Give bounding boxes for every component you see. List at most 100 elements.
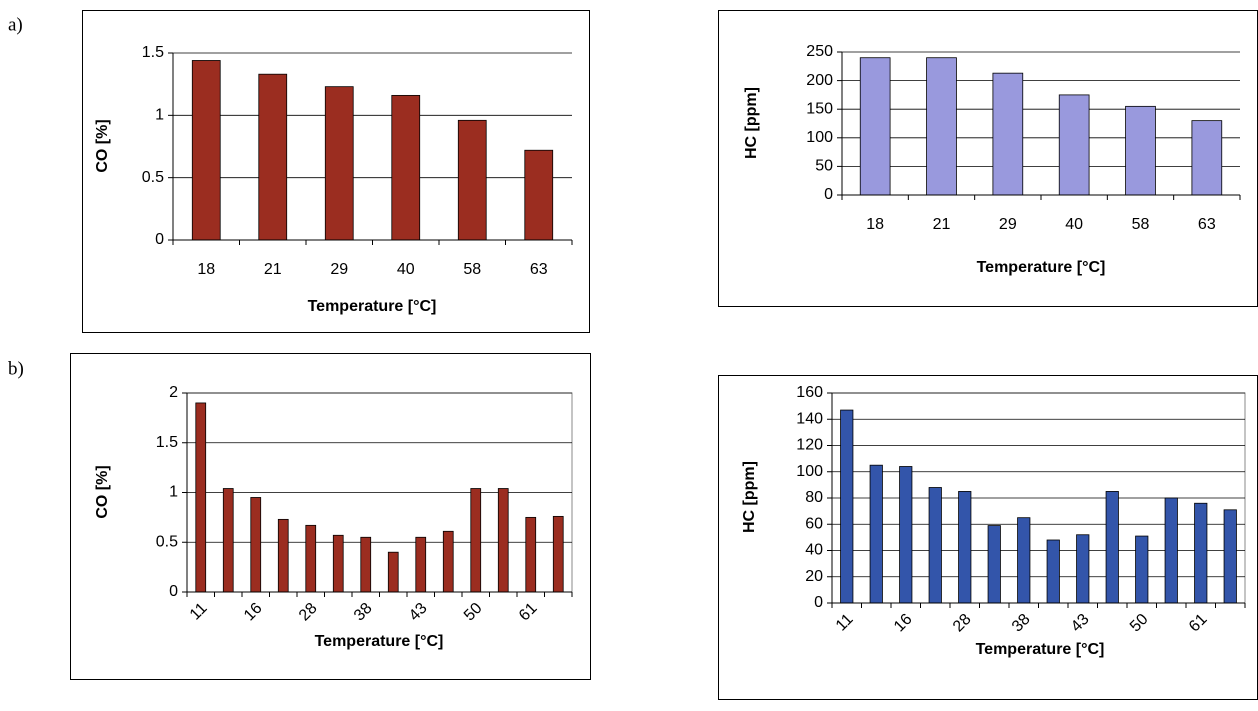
x-axis-title: Temperature [°C]: [977, 259, 1106, 276]
bar: [524, 149, 554, 241]
bar: [958, 491, 972, 604]
bar: [191, 60, 221, 241]
x-tick-label: 38: [351, 600, 376, 625]
bar: [1058, 94, 1090, 196]
y-tick-label: 140: [796, 410, 823, 427]
x-tick-label: 50: [1127, 611, 1152, 636]
bar: [992, 72, 1024, 196]
y-tick-label: 2: [169, 384, 178, 401]
y-axis-title: HC [ppm]: [741, 461, 758, 533]
chart-border: [82, 10, 590, 333]
y-tick-label: 0: [824, 186, 833, 203]
x-tick-label: 29: [330, 261, 348, 278]
bar: [497, 488, 509, 593]
x-tick-label: 50: [461, 600, 486, 625]
bar: [442, 530, 454, 593]
bar: [250, 497, 262, 593]
bar: [387, 551, 399, 593]
y-tick-label: 0.5: [156, 533, 178, 550]
x-axis-title: Temperature [°C]: [976, 641, 1105, 658]
bar: [258, 73, 288, 241]
x-tick-label: 16: [891, 611, 916, 636]
y-tick-label: 0: [814, 594, 823, 611]
bar: [840, 409, 854, 604]
x-tick-label: 18: [197, 261, 215, 278]
panel-label: a): [8, 14, 23, 35]
y-tick-label: 0: [155, 231, 164, 248]
y-tick-label: 1.5: [142, 44, 164, 61]
bar: [1191, 120, 1223, 196]
x-tick-label: 18: [866, 216, 884, 233]
x-tick-label: 16: [241, 600, 266, 625]
x-tick-label: 63: [530, 261, 548, 278]
x-tick-label: 11: [187, 600, 211, 624]
bar: [457, 119, 487, 241]
y-tick-label: 0.5: [142, 169, 164, 186]
x-tick-label: 43: [1068, 611, 1093, 636]
x-tick-label: 21: [264, 261, 282, 278]
bar: [1135, 535, 1149, 604]
x-axis-title: Temperature [°C]: [315, 633, 444, 650]
panel-label: b): [8, 358, 24, 379]
x-tick-label: 61: [516, 600, 541, 625]
y-tick-label: 20: [805, 568, 823, 585]
bar: [360, 536, 372, 593]
bar: [470, 488, 482, 593]
y-tick-label: 200: [806, 72, 833, 89]
y-tick-label: 80: [805, 489, 823, 506]
y-tick-label: 250: [806, 43, 833, 60]
y-tick-label: 100: [806, 129, 833, 146]
bar: [859, 57, 891, 196]
bar: [277, 518, 289, 593]
y-tick-label: 1: [169, 484, 178, 501]
x-tick-label: 38: [1009, 611, 1034, 636]
bar: [869, 464, 883, 604]
bar: [1046, 539, 1060, 604]
y-tick-label: 1.5: [156, 434, 178, 451]
x-tick-label: 63: [1198, 216, 1216, 233]
y-tick-label: 160: [796, 384, 823, 401]
x-tick-label: 29: [999, 216, 1017, 233]
bar: [324, 86, 354, 241]
y-tick-label: 0: [169, 583, 178, 600]
x-tick-label: 28: [950, 611, 975, 636]
bar: [1164, 497, 1178, 604]
bar: [926, 57, 957, 196]
bar: [415, 536, 427, 593]
x-tick-label: 40: [1065, 216, 1083, 233]
y-axis-title: CO [%]: [94, 119, 111, 172]
bar: [222, 488, 234, 593]
bar: [1076, 534, 1090, 604]
y-tick-label: 150: [806, 100, 833, 117]
x-tick-label: 58: [1132, 216, 1150, 233]
x-tick-label: 43: [406, 600, 431, 625]
bar: [1017, 517, 1031, 604]
y-axis-title: CO [%]: [94, 465, 111, 518]
y-tick-label: 50: [815, 158, 833, 175]
y-tick-label: 60: [805, 515, 823, 532]
bar: [1125, 105, 1156, 196]
x-tick-label: 28: [296, 600, 321, 625]
x-tick-label: 58: [463, 261, 481, 278]
y-tick-label: 1: [155, 107, 164, 124]
bar: [1223, 509, 1237, 604]
x-tick-label: 61: [1186, 611, 1211, 636]
x-axis-title: Temperature [°C]: [308, 298, 437, 315]
y-tick-label: 120: [796, 437, 823, 454]
bar: [525, 516, 537, 593]
bar: [305, 524, 317, 593]
bar: [987, 525, 1001, 604]
y-tick-label: 100: [796, 463, 823, 480]
bar: [195, 402, 207, 593]
bar: [332, 534, 344, 593]
y-tick-label: 40: [805, 542, 823, 559]
y-axis-title: HC [ppm]: [743, 87, 760, 159]
chart-border: [70, 353, 591, 680]
x-tick-label: 21: [933, 216, 951, 233]
x-tick-label: 11: [833, 611, 857, 635]
bar: [1194, 502, 1208, 604]
bar: [391, 94, 421, 241]
bar: [899, 466, 913, 604]
bar: [1105, 491, 1119, 604]
